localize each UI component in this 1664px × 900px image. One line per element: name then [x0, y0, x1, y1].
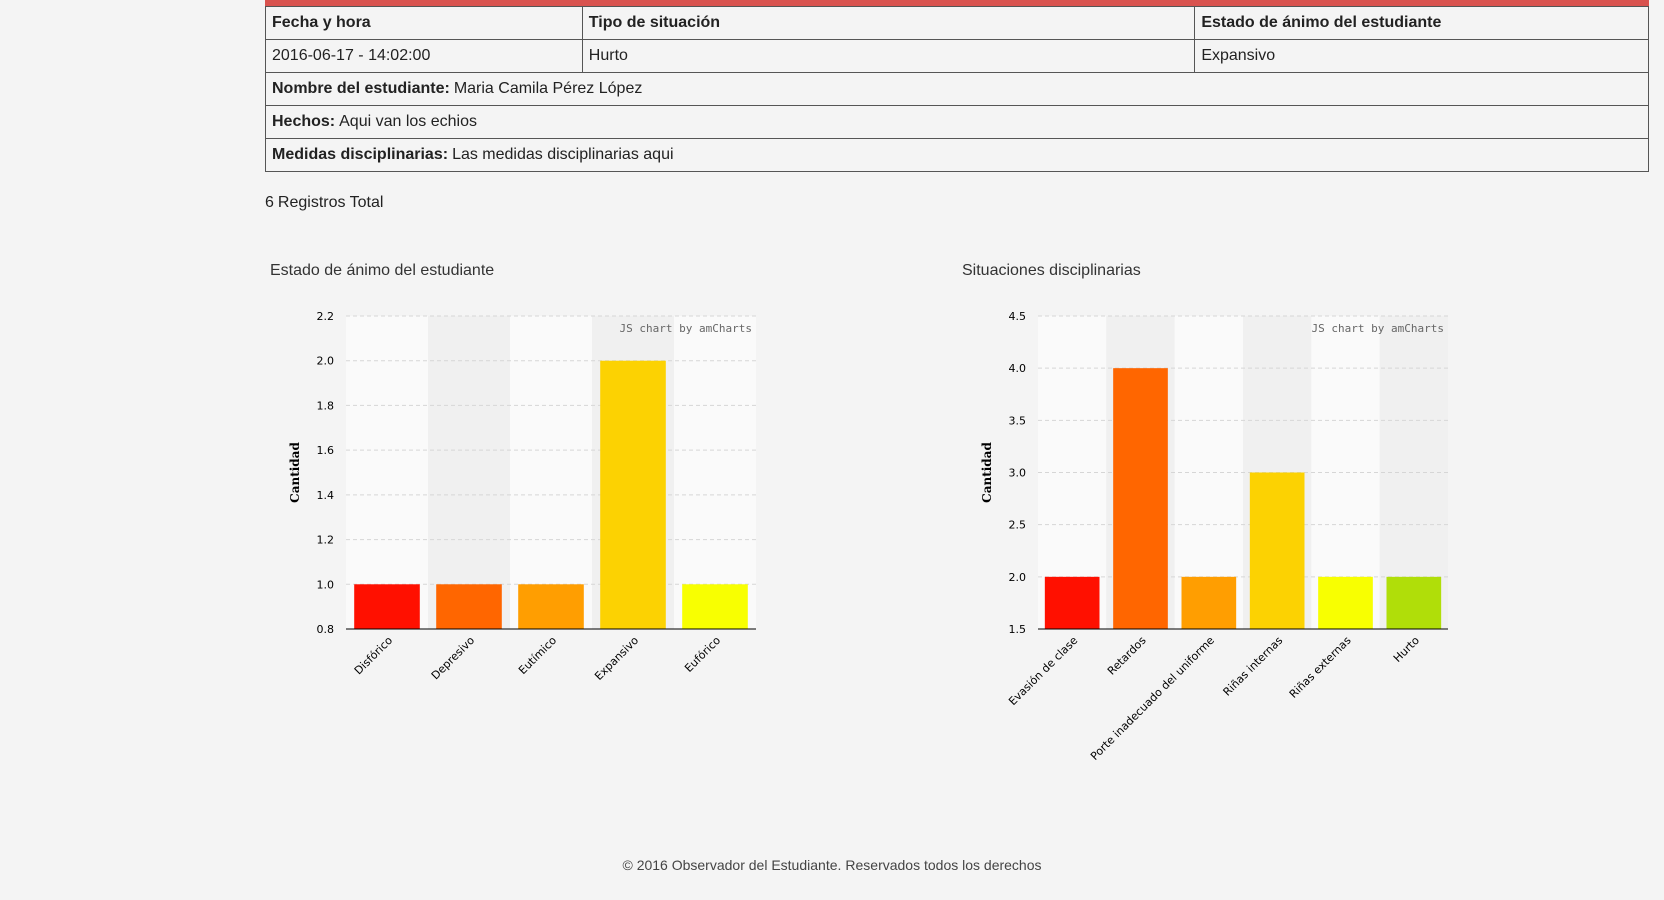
- situations-y-tick-label: 4.0: [1009, 362, 1027, 375]
- header-tipo-situacion: Tipo de situación: [581, 6, 1196, 40]
- facts-cell: Hechos: Aqui van los echios: [265, 105, 1649, 139]
- situations-x-tick-label: Hurto: [1391, 634, 1422, 665]
- situations-bar[interactable]: [1249, 472, 1305, 630]
- situations-x-tick-label: Riñas externas: [1287, 634, 1354, 701]
- situations-bar[interactable]: [1318, 576, 1373, 629]
- mood-x-tick-label: Disfórico: [352, 634, 395, 677]
- situations-x-tick-label: Riñas internas: [1221, 634, 1286, 699]
- situations-y-tick-label: 2.5: [1009, 519, 1027, 532]
- mood-bar[interactable]: [518, 584, 584, 629]
- situations-bar[interactable]: [1113, 368, 1168, 629]
- mood-bar[interactable]: [436, 584, 502, 629]
- footer: © 2016 Observador del Estudiante. Reserva…: [0, 857, 1664, 873]
- table-header-row: Fecha y hora Tipo de situación Estado de…: [265, 6, 1649, 40]
- situations-y-axis-label: Cantidad: [980, 442, 994, 503]
- mood-y-tick-label: 1.8: [317, 399, 335, 412]
- situations-chart-panel: Situaciones disciplinarias 1.5 2.0 2.5 3.0 3…: [957, 262, 1448, 786]
- situations-bar[interactable]: [1181, 576, 1237, 629]
- student-name: Maria Camila Pérez López: [453, 80, 643, 97]
- measures-label: Medidas disciplinarias:: [272, 146, 449, 163]
- mood-x-tick-label: Eufórico: [682, 634, 723, 675]
- situations-chart-title: Situaciones disciplinarias: [962, 262, 1141, 279]
- facts-label: Hechos:: [272, 113, 336, 130]
- situations-bar[interactable]: [1044, 576, 1100, 629]
- situations-y-tick-label: 4.5: [1009, 310, 1027, 323]
- situations-chart: 1.5 2.0 2.5 3.0 3.5 4.0 4.5 Evasión de clase Ret…: [980, 310, 1448, 763]
- mood-y-axis-label: Cantidad: [288, 442, 302, 503]
- situations-credit-link[interactable]: JS chart by amCharts: [1312, 322, 1444, 335]
- measures-row: Medidas disciplinarias: Las medidas disci…: [265, 138, 1649, 172]
- mood-column-band: [510, 316, 592, 629]
- mood-chart: 0.8 1.0 1.2 1.4 1.6 1.8 2.0 2.2 Disfórico Depresi…: [288, 310, 756, 683]
- mood-bar[interactable]: [682, 584, 748, 629]
- footer-rights: Reservados todos los derechos: [845, 857, 1042, 873]
- mood-y-tick-label: 0.8: [317, 623, 335, 636]
- mood-y-tick-label: 1.6: [317, 444, 335, 457]
- incident-table: Fecha y hora Tipo de situación Estado de…: [265, 6, 1649, 172]
- mood-column-band: [428, 316, 510, 629]
- student-label: Nombre del estudiante:: [272, 80, 450, 97]
- records-count: 6: [265, 194, 274, 211]
- situations-x-tick-label: Evasión de clase: [1006, 634, 1080, 708]
- mood-y-tick-label: 1.2: [317, 534, 335, 547]
- record-top-bar: [265, 0, 1649, 6]
- mood-chart-panel: Estado de ánimo del estudiante 0.8 1.0 1.2…: [265, 262, 756, 786]
- records-total: 6 Registros Total: [265, 194, 387, 212]
- cell-fecha-hora: 2016-06-17 - 14:02:00: [265, 39, 583, 73]
- mood-x-tick-label: Depresivo: [429, 634, 477, 682]
- mood-y-tick-label: 1.0: [317, 578, 335, 591]
- header-fecha-hora: Fecha y hora: [265, 6, 583, 40]
- mood-y-tick-label: 2.0: [317, 355, 335, 368]
- mood-x-tick-label: Eutímico: [516, 634, 559, 677]
- mood-column-band: [346, 316, 428, 629]
- situations-y-tick-label: 3.5: [1009, 414, 1027, 427]
- mood-chart-title: Estado de ánimo del estudiante: [270, 262, 495, 279]
- cell-estado-animo: Expansivo: [1194, 39, 1649, 73]
- situations-y-tick-label: 2.0: [1009, 571, 1027, 584]
- situations-y-tick-label: 1.5: [1009, 623, 1027, 636]
- footer-copyright: © 2016 Observador del Estudiante.: [622, 857, 842, 873]
- mood-credit-link[interactable]: JS chart by amCharts: [620, 322, 752, 335]
- mood-bar[interactable]: [600, 360, 666, 629]
- situations-y-tick-label: 3.0: [1009, 467, 1027, 480]
- student-row: Nombre del estudiante: Maria Camila Pérez…: [265, 72, 1649, 106]
- situations-bar[interactable]: [1386, 576, 1442, 629]
- header-estado-animo: Estado de ánimo del estudiante: [1194, 6, 1649, 40]
- mood-y-tick-label: 1.4: [317, 489, 335, 502]
- facts-text: Aqui van los echios: [339, 113, 477, 130]
- mood-x-tick-label: Expansivo: [592, 634, 641, 683]
- student-cell: Nombre del estudiante: Maria Camila Pérez…: [265, 72, 1649, 106]
- table-row: 2016-06-17 - 14:02:00 Hurto Expansivo: [265, 39, 1649, 73]
- mood-y-tick-label: 2.2: [317, 310, 335, 323]
- mood-bar[interactable]: [354, 584, 420, 629]
- mood-column-band: [674, 316, 756, 629]
- records-label: Registros Total: [277, 194, 384, 211]
- measures-text: Las medidas disciplinarias aqui: [452, 146, 674, 163]
- measures-cell: Medidas disciplinarias: Las medidas disci…: [265, 138, 1649, 172]
- incident-record: Fecha y hora Tipo de situación Estado de…: [265, 0, 1649, 172]
- facts-row: Hechos: Aqui van los echios: [265, 105, 1649, 139]
- situations-x-tick-label: Porte inadecuado del uniforme: [1088, 634, 1217, 763]
- situations-x-tick-label: Retardos: [1105, 634, 1149, 678]
- cell-tipo-situacion: Hurto: [581, 39, 1196, 73]
